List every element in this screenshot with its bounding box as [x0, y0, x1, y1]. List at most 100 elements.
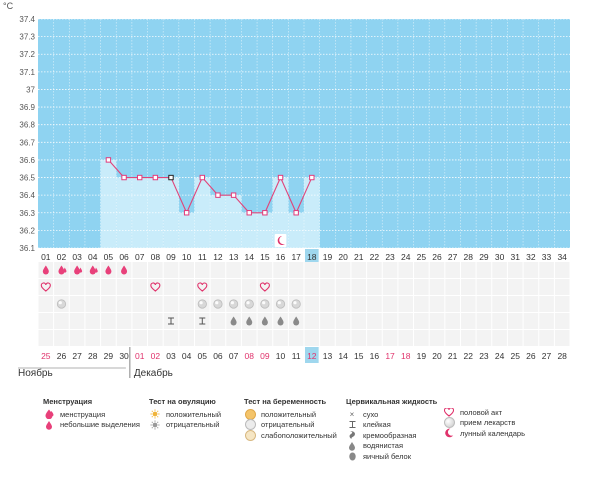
event-cell	[54, 330, 69, 346]
calendar-date-label: 19	[417, 351, 427, 361]
drop-icon	[43, 420, 55, 430]
event-cell	[554, 330, 570, 346]
calendar-date-label: 02	[151, 351, 161, 361]
event-cell	[85, 330, 101, 346]
event-cell	[554, 262, 570, 278]
cycle-day-label: 11	[198, 252, 207, 262]
event-cell	[367, 313, 382, 329]
legend-cervical-watery: водянистая	[363, 441, 404, 451]
calendar-date-label: 07	[229, 351, 239, 361]
event-cell	[539, 296, 554, 312]
pill-icon	[244, 299, 254, 309]
legend-pregnancy-positive: положительный	[261, 409, 317, 419]
event-cell	[101, 330, 116, 346]
legend-medication: прием лекарств	[460, 418, 516, 428]
event-cell	[335, 313, 351, 329]
event-cell	[241, 262, 257, 278]
event-cell	[304, 262, 320, 278]
sticky-icon	[346, 420, 358, 429]
pill-icon	[56, 299, 67, 309]
temperature-point	[152, 174, 159, 181]
event-cell	[507, 262, 523, 278]
event-cell	[163, 262, 179, 278]
legend-cervical: Цервикальная жидкость × сухо клейкая крем…	[346, 396, 437, 462]
event-cell	[304, 296, 320, 312]
event-cell	[320, 262, 335, 278]
event-cell	[194, 330, 210, 346]
legend-pregnancy-negative: отрицательный	[261, 420, 315, 430]
event-cell	[116, 313, 132, 329]
heart-icon	[40, 282, 51, 292]
event-cell	[351, 313, 367, 329]
event-cell	[367, 262, 382, 278]
legend-cervical-creamy: кремообразная	[363, 430, 417, 440]
pill-shine	[277, 301, 281, 305]
lunar-marker	[274, 234, 287, 247]
legend-pregnancy-title: Тест на беременность	[244, 397, 327, 406]
event-cell	[132, 279, 148, 295]
cycle-day-label: 03	[72, 252, 82, 262]
drop-icon	[42, 265, 49, 275]
legend-pregnancy-weak: слабоположительный	[261, 430, 337, 440]
sun-negative-icon	[149, 420, 161, 430]
drop-icon	[121, 265, 128, 275]
temperature-bar	[225, 195, 242, 248]
cycle-day-label: 25	[417, 252, 427, 262]
event-cell	[335, 262, 351, 278]
event-cell	[148, 262, 163, 278]
cycle-day-label: 18	[307, 252, 317, 262]
event-cell	[507, 296, 523, 312]
calendar-date-label: 25	[511, 351, 521, 361]
temperature-point	[293, 210, 299, 216]
grid	[38, 18, 570, 249]
event-cell	[54, 279, 69, 295]
event-cell	[116, 296, 132, 312]
calendar-date-label: 23	[479, 351, 489, 361]
event-cell	[320, 313, 335, 329]
pill-icon	[213, 299, 223, 309]
event-cell	[54, 313, 69, 329]
event-cell	[304, 279, 320, 295]
cycle-day-label: 20	[338, 252, 348, 262]
event-cell	[476, 262, 492, 278]
cycle-day-label: 30	[495, 252, 505, 262]
event-cell	[38, 296, 54, 312]
cycle-day-label: 09	[166, 252, 176, 262]
event-cell	[257, 279, 273, 295]
pill-icon	[443, 417, 455, 429]
cycle-day-label: 06	[119, 252, 129, 262]
creamy-icon	[346, 430, 358, 440]
legend-lunar-calendar: лунный календарь	[460, 428, 526, 438]
event-cell	[382, 262, 398, 278]
temperature-point	[121, 174, 127, 181]
selected-day-marker	[305, 249, 319, 265]
event-cell	[445, 262, 460, 278]
event-cell	[351, 262, 367, 278]
event-cell	[429, 279, 445, 295]
event-cell	[101, 296, 116, 312]
event-cell	[320, 296, 335, 312]
legend-cervical-dry: сухо	[363, 409, 379, 419]
calendar-date-label: 14	[338, 351, 348, 361]
event-cell	[554, 313, 570, 329]
event-cell	[429, 262, 445, 278]
calendar-date-label: 29	[104, 351, 114, 361]
event-cell	[273, 262, 288, 278]
event-cell	[273, 279, 288, 295]
cycle-day-label: 21	[354, 252, 364, 262]
heart-icon	[150, 282, 161, 292]
calendar-date-label: 20	[432, 351, 442, 361]
event-cell	[492, 330, 507, 346]
event-cell	[460, 262, 476, 278]
sticky-icon	[199, 317, 206, 325]
event-cell	[398, 330, 414, 346]
dry-icon: ×	[349, 409, 355, 419]
y-tick-label: 37.4	[19, 15, 35, 24]
calendar-date-label: 25	[41, 351, 51, 361]
temperature-bar	[210, 195, 226, 248]
cycle-day-label: 05	[104, 252, 114, 262]
temperature-point	[183, 210, 190, 216]
temperature-point	[246, 210, 252, 216]
calendar-date-label: 28	[88, 351, 98, 361]
cycle-day-label: 16	[276, 252, 286, 262]
